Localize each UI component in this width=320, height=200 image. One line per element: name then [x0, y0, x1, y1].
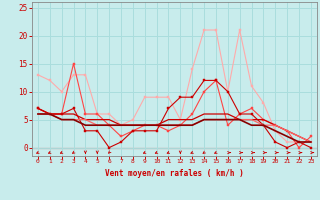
X-axis label: Vent moyen/en rafales ( km/h ): Vent moyen/en rafales ( km/h ): [105, 169, 244, 178]
